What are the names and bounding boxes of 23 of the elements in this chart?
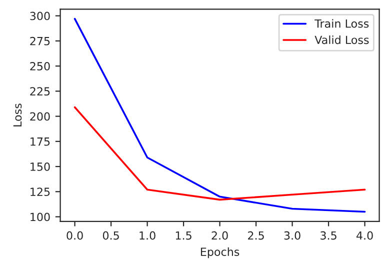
x-tick-label: 2.5: [248, 231, 264, 240]
y-tick-label: 100: [30, 212, 50, 222]
y-axis-title: Loss: [13, 104, 22, 126]
legend-label: Train Loss: [314, 19, 369, 28]
x-tick-label: 1.5: [176, 231, 192, 240]
y-tick-label: 275: [30, 36, 50, 46]
y-tick-label: 125: [30, 188, 50, 196]
y-tick-label: 200: [30, 112, 50, 121]
x-tick-label: 2.0: [212, 231, 228, 240]
x-axis-title: Epochs: [200, 247, 240, 258]
legend-label: Valid Loss: [314, 35, 369, 44]
x-tick-label: 1.0: [140, 231, 156, 240]
x-tick-label: 0.0: [66, 231, 83, 240]
x-tick-label: 0.5: [102, 231, 119, 240]
y-tick-label: 225: [30, 87, 50, 96]
x-tick-label: 3.5: [320, 231, 336, 240]
line-series: [74, 106, 366, 201]
x-tick-label: 4.0: [356, 231, 373, 240]
y-tick-label: 300: [30, 12, 50, 20]
y-tick-label: 150: [30, 162, 50, 171]
y-tick-label: 175: [30, 138, 50, 146]
x-tick-label: 3.0: [284, 231, 300, 240]
y-tick-label: 250: [30, 62, 50, 70]
